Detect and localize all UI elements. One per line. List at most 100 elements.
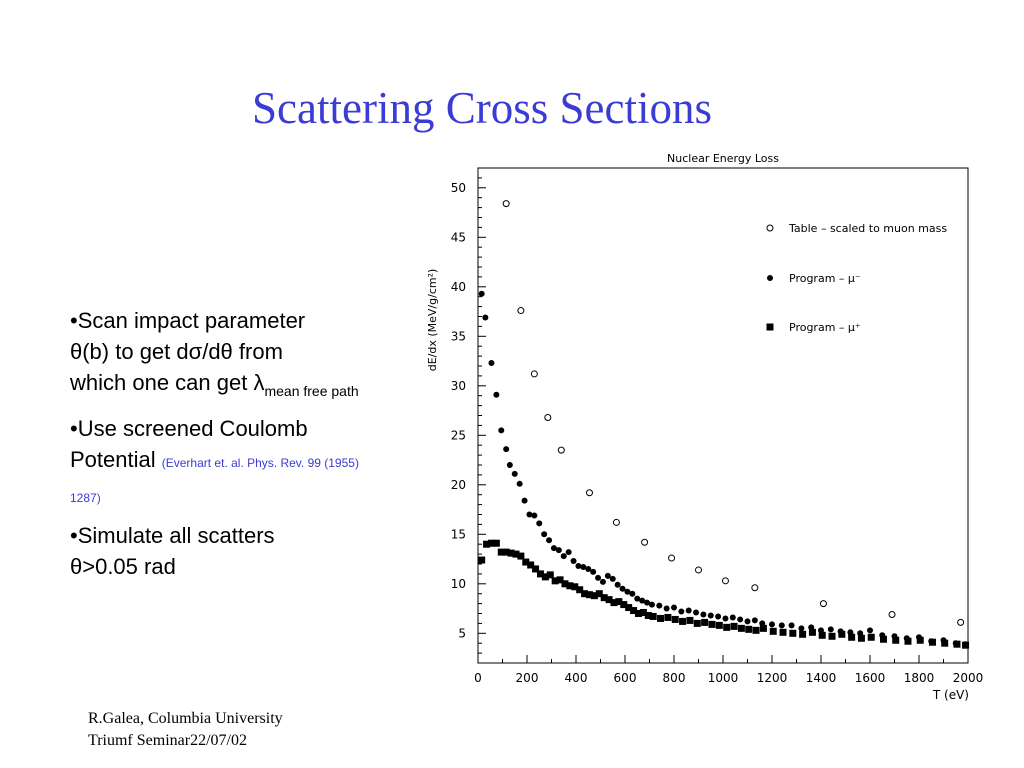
series-3-point [571,583,579,591]
series-3-point [848,633,856,641]
x-tick-label: 400 [565,671,588,685]
series-3-point [546,571,554,579]
series-1-point [612,518,620,526]
series-2-point [575,562,582,569]
y-tick-label: 25 [451,428,466,442]
series-2-point [498,427,505,434]
series-3-point [556,576,564,584]
series-2-point [555,547,562,554]
series-3-point [561,580,569,588]
legend-marker [766,224,774,232]
series-3-point [730,622,738,630]
bullet-line: θ(b) to get dσ/dθ from [70,339,283,364]
series-3-point [492,539,500,547]
series-1-point [888,610,896,618]
series-2-point [560,553,567,560]
chart-title: Nuclear Energy Loss [667,152,779,165]
series-2-point [788,622,795,629]
x-tick-label: 600 [614,671,637,685]
series-3-point [708,620,716,628]
series-3-point [799,630,807,638]
series-2-point [700,611,707,618]
series-3-point [517,552,525,560]
slide-title: Scattering Cross Sections [252,83,712,133]
series-2-point [541,531,548,538]
series-3-point [686,616,694,624]
series-1-point [585,489,593,497]
series-2-point [580,563,587,570]
series-3-point [723,623,731,631]
series-2-point [729,614,736,621]
series-2-point [707,612,714,619]
bullet-line: θ>0.05 rad [70,554,176,579]
series-2-point [827,626,834,633]
series-3-point [828,632,836,640]
series-2-point [511,470,518,477]
bullet-simulate: •Simulate all scatters θ>0.05 rad [70,520,390,582]
footer-author: R.Galea, Columbia University [88,710,283,727]
series-3-point [916,636,924,644]
series-2-point [693,609,700,616]
series-3-point [701,618,709,626]
series-3-point [566,582,574,590]
series-3-point [522,558,530,566]
series-1-point [557,446,565,454]
series-2-point [671,604,677,611]
series-2-point [570,558,577,565]
series-3-point [745,625,753,633]
series-2-point [595,574,602,581]
series-1-point [530,370,538,378]
x-tick-label: 1400 [806,671,837,685]
series-3-point [536,570,544,578]
x-tick-label: 0 [474,671,482,685]
series-2-point [744,618,751,625]
series-3-point [502,548,510,556]
series-2-point [867,627,873,634]
series-3-point [808,628,816,636]
legend-entry: Program – μ⁺ [789,321,861,334]
series-2-point [648,601,655,608]
series-3-point [512,550,520,558]
series-2-point [722,615,729,622]
series-2-point [531,512,538,519]
series-3-point [737,624,745,632]
plot-frame [477,167,969,664]
y-tick-label: 40 [451,280,466,294]
series-2-point [478,290,485,297]
series-2-point [506,462,513,468]
series-3-point [483,540,491,548]
bullet-text: which one can get λ [70,370,265,395]
series-2-point [778,622,785,629]
series-3-point [615,598,623,606]
series-3-point [532,565,540,573]
y-tick-label: 45 [451,230,466,244]
series-2-point [609,575,616,582]
series-3-point [715,621,723,629]
legend-entry: Program – μ⁻ [789,272,861,285]
series-1-point [751,584,759,592]
series-2-point [737,616,744,623]
series-1-point [502,200,510,208]
series-3-point [769,627,777,635]
series-1-point [721,577,729,585]
series-2-point [516,480,523,487]
x-tick-label: 1600 [855,671,886,685]
series-3-point [590,592,598,600]
y-tick-label: 5 [458,626,466,640]
y-tick-label: 10 [451,577,466,591]
series-2-point [715,613,722,620]
bullet-list: •Scan impact parameter θ(b) to get dσ/dθ… [70,305,390,582]
series-3-point [527,561,535,569]
series-2-point [482,314,489,321]
series-3-point [487,539,495,547]
series-2-point [769,621,775,628]
energy-loss-chart: Nuclear Energy Loss 0 200 400 600 800 1000 1200… [426,152,983,702]
series-2-point [656,602,663,609]
x-tick-label: 200 [516,671,539,685]
series-3-point [867,633,875,641]
series-3-point [625,604,633,612]
bullet-scan-impact: •Scan impact parameter θ(b) to get dσ/dθ… [70,305,390,407]
series-2-point [624,588,631,595]
series-3-point [634,610,642,617]
series-3-point [541,573,549,581]
